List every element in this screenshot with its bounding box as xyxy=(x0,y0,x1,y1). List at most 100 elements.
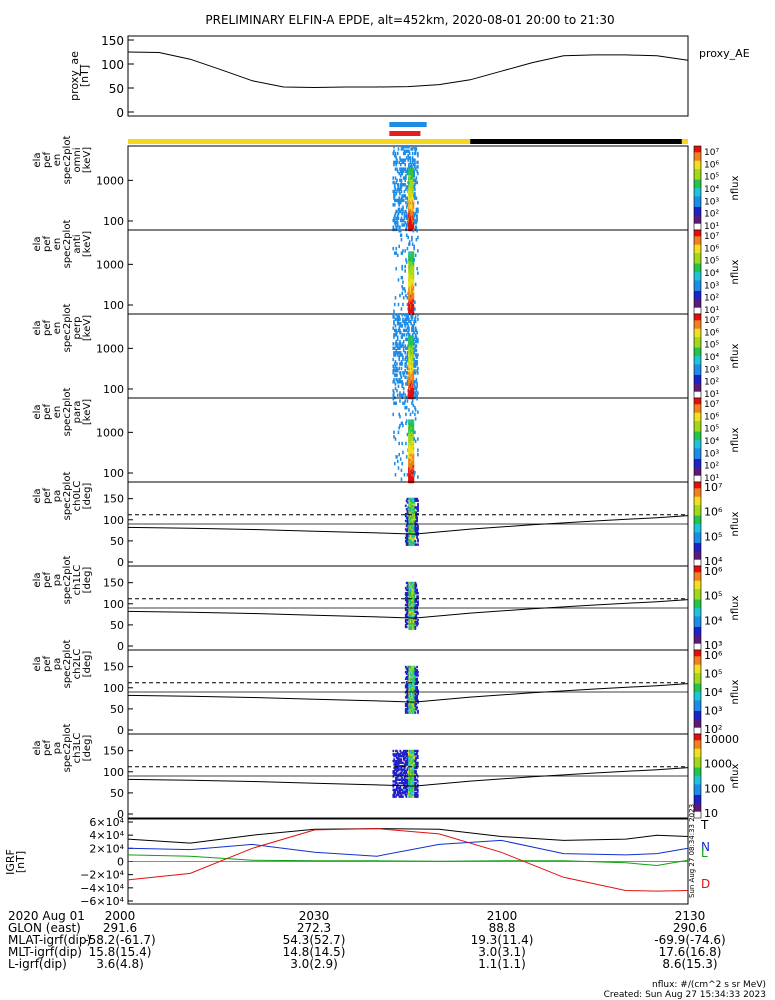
pitch-angle-pixel xyxy=(414,521,417,524)
pitch-angle-pixel xyxy=(401,768,403,771)
spectrogram-pixel xyxy=(417,313,419,317)
pitch-angle-y-label-line: ela xyxy=(32,740,43,755)
spectrogram-tick-label: 100 xyxy=(103,299,124,312)
ae-tick-label: 0 xyxy=(116,106,124,120)
spectrogram-pixel xyxy=(399,183,402,187)
colorbar-tick-label: 10⁴ xyxy=(704,614,723,627)
colorbar-swatch xyxy=(694,517,701,521)
pitch-angle-pixel xyxy=(417,689,419,692)
table-cell: 14.8(14.5) xyxy=(283,945,346,959)
spectrogram-pixel xyxy=(414,300,416,304)
colorbar-swatch xyxy=(694,687,701,691)
spectrogram-pixel xyxy=(393,149,395,153)
igrf-tick-label: 6×10⁴ xyxy=(89,816,124,829)
pitch-angle-pixel xyxy=(414,776,417,780)
colorbar-tick-label: 10² xyxy=(704,462,719,472)
pitch-angle-pixel xyxy=(405,499,408,502)
pitch-angle-pixel xyxy=(405,781,408,785)
spectrogram-pixel xyxy=(417,235,419,240)
spectrogram-pixel xyxy=(414,412,416,417)
spectrogram-pixel xyxy=(405,313,407,317)
spectrogram-pixel xyxy=(412,223,415,227)
spectrogram-pixel xyxy=(413,258,415,262)
igrf-tick-label: −4×10⁴ xyxy=(80,882,124,895)
pitch-angle-pixel xyxy=(413,675,416,679)
colorbar-swatch xyxy=(694,725,701,729)
spectrogram-pixel xyxy=(416,218,418,223)
colorbar-swatch xyxy=(694,488,701,491)
colorbar-swatch xyxy=(694,297,701,300)
colorbar-swatch xyxy=(694,696,701,699)
colorbar-swatch xyxy=(694,448,701,451)
spectrogram-pixel xyxy=(411,147,414,151)
spectrogram-pixel xyxy=(405,395,408,400)
pitch-angle-pixel xyxy=(413,751,416,754)
colorbar-tick-label: 10³ xyxy=(704,197,719,207)
spectrogram-pixel xyxy=(404,269,406,273)
spectrogram-pixel xyxy=(406,317,409,321)
spectrogram-pixel xyxy=(399,391,401,395)
pitch-angle-pixel xyxy=(394,766,396,770)
spectrogram-y-label-line: pef xyxy=(42,152,53,169)
colorbar-swatch xyxy=(694,614,701,617)
colorbar-swatch xyxy=(694,421,701,424)
colorbar-swatch xyxy=(694,173,701,176)
colorbar-swatch xyxy=(694,469,701,472)
spectrogram-pixel xyxy=(395,267,398,271)
pitch-angle-pixel xyxy=(405,625,408,629)
colorbar-swatch xyxy=(694,148,701,151)
spectrogram-pixel xyxy=(414,371,417,375)
spectrogram-pixel xyxy=(394,151,397,156)
spectrogram-pixel xyxy=(411,151,414,156)
spectrogram-pixel xyxy=(407,158,409,162)
spectrogram-pixel xyxy=(396,187,399,191)
spectrogram-pixel xyxy=(392,393,395,397)
colorbar-swatch xyxy=(694,164,701,168)
loss-cone-line xyxy=(127,599,689,619)
spectrogram-pixel xyxy=(404,167,406,171)
spectrogram-axes-box xyxy=(127,229,689,315)
spectrogram-pixel xyxy=(404,162,406,167)
colorbar-swatch xyxy=(694,710,701,714)
pitch-angle-pixel xyxy=(416,682,419,686)
spectrogram-pixel xyxy=(392,389,395,393)
pitch-angle-pixel xyxy=(413,679,416,682)
pitch-angle-pixel xyxy=(404,618,407,622)
pitch-angle-y-label: elapefpaspec2plotch3LC[deg] xyxy=(32,724,93,773)
spectrogram-pixel xyxy=(417,339,419,344)
spectrogram-pixel xyxy=(412,209,415,214)
spectrogram-pixel xyxy=(412,368,415,373)
colorbar-swatch xyxy=(694,616,701,619)
colorbar-swatch xyxy=(694,542,701,546)
spectrogram-pixel xyxy=(405,328,408,333)
spectrogram-pixel xyxy=(413,473,415,477)
spectrogram-pixel xyxy=(416,362,418,366)
spectrogram-pixel xyxy=(412,229,415,233)
pitch-angle-pixel xyxy=(402,749,405,753)
pitch-angle-pixel xyxy=(396,792,399,795)
spectrogram-pixel xyxy=(395,333,398,337)
spectrogram-pixel xyxy=(414,158,416,162)
spectrogram-pixel xyxy=(412,305,415,309)
spectrogram-pixel xyxy=(398,366,401,371)
spectrogram-axes-box xyxy=(127,397,689,483)
spectrogram-pixel xyxy=(403,401,406,405)
colorbar-swatch xyxy=(694,311,701,315)
spectrogram-pixel xyxy=(399,414,401,419)
colorbar-swatch xyxy=(694,349,701,353)
pitch-angle-pixel xyxy=(398,759,401,763)
spectrogram-pixel xyxy=(412,353,415,357)
colorbar-swatch xyxy=(694,582,701,586)
colorbar-swatch xyxy=(694,368,701,372)
spectrogram-pixel xyxy=(407,315,409,319)
pitch-angle-pixel xyxy=(397,763,400,766)
colorbar-swatch xyxy=(694,576,701,579)
spectrogram-pixel xyxy=(413,337,415,342)
colorbar-swatch xyxy=(694,223,701,227)
colorbar-swatch xyxy=(694,805,701,808)
colorbar-swatch xyxy=(694,358,701,361)
colorbar-swatch xyxy=(694,650,701,653)
spectrogram-pixel xyxy=(408,151,411,156)
